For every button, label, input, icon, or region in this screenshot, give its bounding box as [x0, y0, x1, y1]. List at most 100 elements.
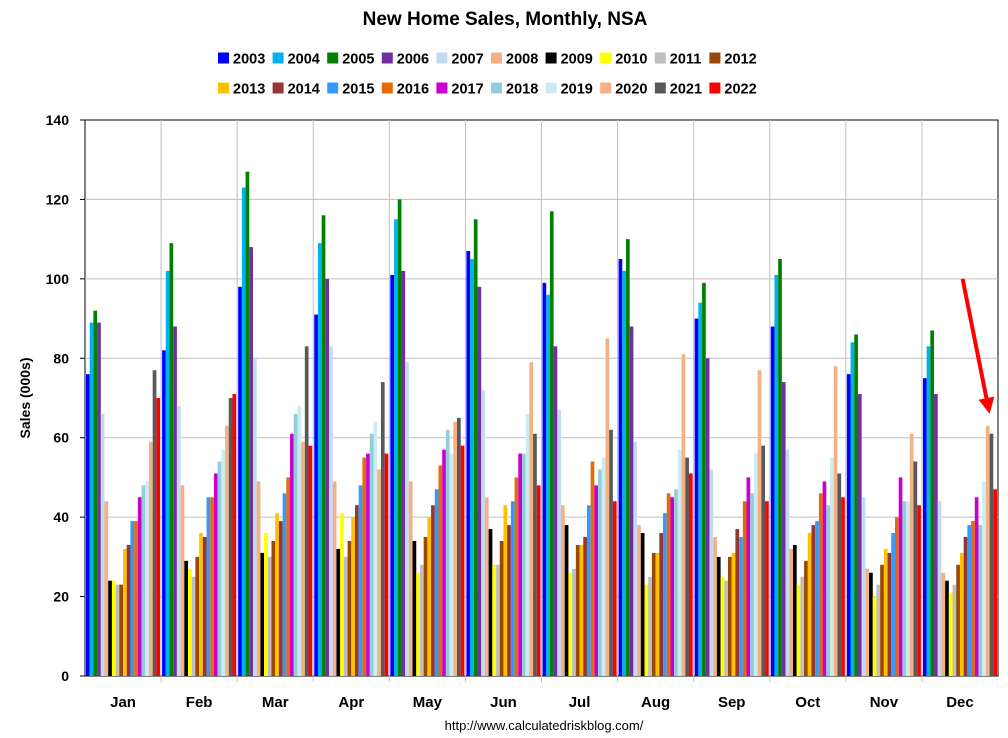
bar-2013-Jul: [579, 544, 584, 676]
bar-2019-Apr: [373, 421, 378, 676]
bar-2022-Feb: [232, 394, 237, 676]
bar-2008-Jul: [561, 505, 565, 676]
x-tick-label: Nov: [870, 694, 899, 711]
bar-2010-Mar: [264, 533, 268, 676]
bar-2019-Nov: [906, 501, 910, 676]
bar-2020-Dec: [985, 425, 990, 676]
bar-2011-Sep: [724, 580, 729, 676]
bar-2009-Jul: [564, 525, 569, 676]
bar-2017-Jan: [137, 497, 142, 676]
x-tick-label: Aug: [641, 694, 670, 711]
bar-2011-Apr: [343, 556, 348, 676]
x-tick-label: May: [413, 694, 443, 711]
bar-2019-Feb: [221, 449, 226, 676]
bar-2007-Feb: [176, 405, 181, 676]
bar-2011-Feb: [191, 576, 196, 676]
series-2021: [152, 346, 994, 676]
bar-2020-Apr: [377, 469, 381, 676]
bar-2013-Jan: [123, 548, 127, 676]
legend-swatch: [600, 52, 612, 64]
bar-2013-Mar: [275, 513, 279, 676]
bar-2016-Jul: [590, 461, 595, 676]
bar-2011-Mar: [267, 556, 272, 676]
bar-2006-Jan: [97, 322, 101, 676]
bar-2021-Jul: [609, 429, 613, 676]
bar-2003-Apr: [314, 314, 318, 676]
bar-2020-May: [453, 421, 458, 676]
bar-2012-Feb: [195, 556, 200, 676]
legend-swatch: [327, 82, 339, 94]
legend-item-2022: 2022: [709, 82, 757, 98]
bar-2008-Apr: [332, 481, 337, 676]
legend-item-2010: 2010: [600, 52, 647, 68]
bar-2012-Aug: [651, 552, 656, 676]
legend-swatch: [272, 82, 284, 94]
bar-2007-Aug: [633, 441, 638, 676]
bar-2009-Aug: [640, 533, 645, 676]
y-axis: 0 20 40 60 80 100 120 140: [46, 112, 85, 684]
bar-2011-Jun: [496, 564, 500, 676]
legend-swatch: [491, 82, 502, 94]
bar-2010-Jan: [111, 580, 116, 676]
bar-2011-Aug: [648, 576, 652, 676]
legend-swatch: [600, 82, 612, 94]
legend-item-2014: 2014: [272, 82, 320, 98]
bar-2022-Sep: [765, 501, 769, 676]
bar-2017-Mar: [290, 433, 294, 676]
legend-swatch: [545, 52, 557, 64]
bar-2022-Apr: [384, 453, 389, 676]
legend-label: 2015: [342, 82, 374, 98]
series-2019: [145, 405, 986, 676]
bars: [86, 171, 997, 677]
legend-swatch: [218, 82, 229, 94]
bar-2017-Apr: [366, 453, 370, 676]
bar-2010-May: [416, 572, 420, 676]
bar-2014-Oct: [811, 525, 816, 676]
x-axis: Jan Feb Mar Apr May Jun Jul Aug Sep Oct Nov Dec: [110, 694, 974, 711]
legend-label: 2003: [233, 52, 265, 68]
bar-2018-May: [445, 429, 450, 676]
bar-2010-Sep: [720, 576, 725, 676]
bar-2012-May: [423, 537, 428, 676]
bar-2009-Dec: [945, 580, 949, 676]
annotation-arrow: [960, 278, 995, 414]
y-tick-label: 0: [61, 668, 69, 684]
series-2022: [156, 394, 997, 676]
bar-2019-Jun: [525, 413, 530, 676]
bar-2015-Aug: [663, 513, 667, 676]
x-tick-label: Sep: [718, 694, 746, 711]
plot-area: Jan Feb Mar Apr May Jun Jul Aug Sep Oct Nov Dec 0 20…: [46, 112, 999, 711]
legend-swatch: [327, 52, 339, 64]
bar-2008-Dec: [941, 572, 946, 676]
bar-2016-Oct: [818, 493, 823, 676]
bar-2018-Aug: [674, 489, 678, 676]
y-tick-label: 100: [46, 271, 70, 287]
y-tick-label: 20: [53, 589, 69, 605]
bar-2021-Mar: [304, 346, 309, 676]
series-2015: [130, 485, 972, 676]
bar-2011-Oct: [800, 576, 805, 676]
bar-2013-Sep: [731, 552, 736, 676]
legend-item-2021: 2021: [654, 82, 702, 98]
bar-2022-Mar: [308, 445, 313, 676]
bar-2015-Jan: [130, 521, 135, 676]
legend-label: 2018: [506, 82, 538, 98]
legend-swatch: [436, 82, 448, 94]
legend-item-2015: 2015: [327, 82, 374, 98]
bar-2018-Nov: [902, 501, 907, 676]
bar-2017-Jun: [518, 453, 522, 676]
bar-2006-May: [401, 270, 406, 676]
bar-2018-Mar: [293, 413, 298, 676]
bar-2009-Jan: [108, 580, 112, 676]
bar-2008-Feb: [180, 485, 185, 676]
x-tick-label: Oct: [795, 694, 820, 711]
bar-2018-Jan: [141, 485, 146, 676]
legend-label: 2009: [561, 52, 593, 68]
legend-item-2008: 2008: [491, 52, 538, 68]
legend-label: 2017: [451, 82, 483, 98]
legend-item-2009: 2009: [545, 52, 593, 68]
bar-2016-Dec: [971, 521, 975, 676]
legend-item-2017: 2017: [436, 82, 484, 98]
bar-2022-Dec: [993, 489, 997, 676]
